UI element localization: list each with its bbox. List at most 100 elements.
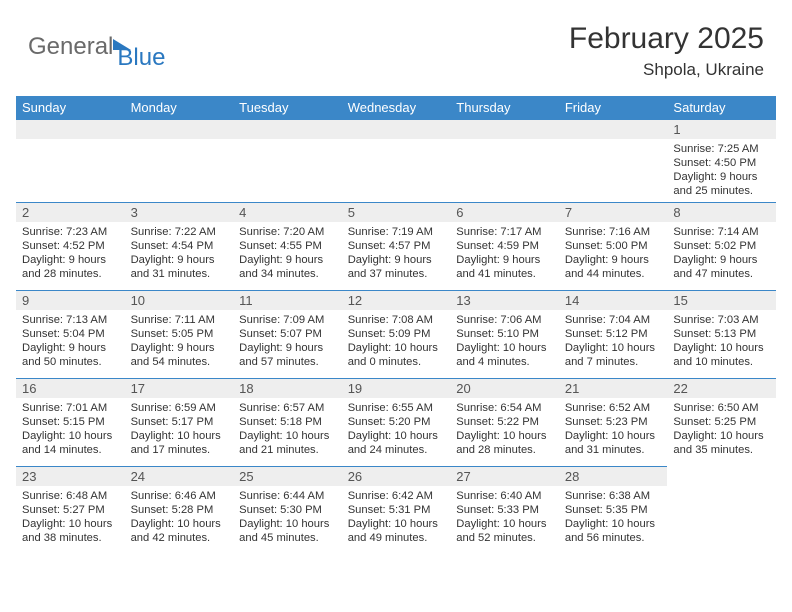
day-number [16, 120, 125, 139]
calendar-cell: 18Sunrise: 6:57 AMSunset: 5:18 PMDayligh… [233, 378, 342, 466]
calendar-cell: 10Sunrise: 7:11 AMSunset: 5:05 PMDayligh… [125, 290, 234, 378]
weekday-header: Tuesday [233, 96, 342, 119]
calendar-cell: 4Sunrise: 7:20 AMSunset: 4:55 PMDaylight… [233, 202, 342, 290]
weekday-header: Monday [125, 96, 234, 119]
day-detail: Sunrise: 7:14 AMSunset: 5:02 PMDaylight:… [667, 222, 776, 285]
logo-text-a: General [28, 33, 113, 61]
day-number: 19 [342, 379, 451, 398]
day-detail: Sunrise: 6:44 AMSunset: 5:30 PMDaylight:… [233, 486, 342, 549]
day-detail: Sunrise: 7:23 AMSunset: 4:52 PMDaylight:… [16, 222, 125, 285]
calendar-cell: 6Sunrise: 7:17 AMSunset: 4:59 PMDaylight… [450, 202, 559, 290]
calendar: SundayMondayTuesdayWednesdayThursdayFrid… [16, 96, 776, 554]
day-detail: Sunrise: 6:54 AMSunset: 5:22 PMDaylight:… [450, 398, 559, 461]
calendar-cell: 9Sunrise: 7:13 AMSunset: 5:04 PMDaylight… [16, 290, 125, 378]
day-detail: Sunrise: 6:40 AMSunset: 5:33 PMDaylight:… [450, 486, 559, 549]
calendar-cell: 20Sunrise: 6:54 AMSunset: 5:22 PMDayligh… [450, 378, 559, 466]
day-number: 9 [16, 291, 125, 310]
day-detail: Sunrise: 6:55 AMSunset: 5:20 PMDaylight:… [342, 398, 451, 461]
day-number: 3 [125, 203, 234, 222]
day-number: 21 [559, 379, 668, 398]
weekday-header: Sunday [16, 96, 125, 119]
day-number: 10 [125, 291, 234, 310]
day-detail: Sunrise: 7:06 AMSunset: 5:10 PMDaylight:… [450, 310, 559, 373]
title-block: February 2025 Shpola, Ukraine [569, 22, 764, 80]
day-number: 5 [342, 203, 451, 222]
day-number [125, 120, 234, 139]
day-number: 15 [667, 291, 776, 310]
day-number: 2 [16, 203, 125, 222]
day-detail: Sunrise: 7:20 AMSunset: 4:55 PMDaylight:… [233, 222, 342, 285]
day-detail: Sunrise: 6:42 AMSunset: 5:31 PMDaylight:… [342, 486, 451, 549]
day-number: 22 [667, 379, 776, 398]
day-detail: Sunrise: 7:04 AMSunset: 5:12 PMDaylight:… [559, 310, 668, 373]
weekday-header: Thursday [450, 96, 559, 119]
day-number: 18 [233, 379, 342, 398]
day-detail: Sunrise: 6:52 AMSunset: 5:23 PMDaylight:… [559, 398, 668, 461]
day-number: 12 [342, 291, 451, 310]
day-number: 1 [667, 120, 776, 139]
calendar-cell: 1Sunrise: 7:25 AMSunset: 4:50 PMDaylight… [667, 119, 776, 202]
weekday-header-row: SundayMondayTuesdayWednesdayThursdayFrid… [16, 96, 776, 119]
calendar-cell: 22Sunrise: 6:50 AMSunset: 5:25 PMDayligh… [667, 378, 776, 466]
month-title: February 2025 [569, 22, 764, 56]
day-detail: Sunrise: 7:09 AMSunset: 5:07 PMDaylight:… [233, 310, 342, 373]
day-detail: Sunrise: 7:08 AMSunset: 5:09 PMDaylight:… [342, 310, 451, 373]
calendar-cell: 27Sunrise: 6:40 AMSunset: 5:33 PMDayligh… [450, 466, 559, 554]
day-number [450, 120, 559, 139]
calendar-cell: 7Sunrise: 7:16 AMSunset: 5:00 PMDaylight… [559, 202, 668, 290]
day-detail: Sunrise: 6:38 AMSunset: 5:35 PMDaylight:… [559, 486, 668, 549]
day-detail: Sunrise: 7:01 AMSunset: 5:15 PMDaylight:… [16, 398, 125, 461]
day-detail: Sunrise: 7:19 AMSunset: 4:57 PMDaylight:… [342, 222, 451, 285]
calendar-grid: 1Sunrise: 7:25 AMSunset: 4:50 PMDaylight… [16, 119, 776, 554]
calendar-cell-empty [559, 119, 668, 202]
weekday-header: Wednesday [342, 96, 451, 119]
day-detail: Sunrise: 6:46 AMSunset: 5:28 PMDaylight:… [125, 486, 234, 549]
calendar-cell-empty [16, 119, 125, 202]
day-number: 28 [559, 467, 668, 486]
day-detail: Sunrise: 7:25 AMSunset: 4:50 PMDaylight:… [667, 139, 776, 202]
calendar-cell-empty [450, 119, 559, 202]
calendar-cell: 15Sunrise: 7:03 AMSunset: 5:13 PMDayligh… [667, 290, 776, 378]
calendar-cell: 21Sunrise: 6:52 AMSunset: 5:23 PMDayligh… [559, 378, 668, 466]
calendar-cell-empty [233, 119, 342, 202]
calendar-cell: 19Sunrise: 6:55 AMSunset: 5:20 PMDayligh… [342, 378, 451, 466]
day-number [233, 120, 342, 139]
calendar-cell: 16Sunrise: 7:01 AMSunset: 5:15 PMDayligh… [16, 378, 125, 466]
day-detail: Sunrise: 7:11 AMSunset: 5:05 PMDaylight:… [125, 310, 234, 373]
day-number: 20 [450, 379, 559, 398]
day-detail: Sunrise: 7:17 AMSunset: 4:59 PMDaylight:… [450, 222, 559, 285]
day-detail: Sunrise: 6:50 AMSunset: 5:25 PMDaylight:… [667, 398, 776, 461]
calendar-cell-empty [342, 119, 451, 202]
calendar-cell: 23Sunrise: 6:48 AMSunset: 5:27 PMDayligh… [16, 466, 125, 554]
day-detail: Sunrise: 6:59 AMSunset: 5:17 PMDaylight:… [125, 398, 234, 461]
day-detail: Sunrise: 6:48 AMSunset: 5:27 PMDaylight:… [16, 486, 125, 549]
day-number [342, 120, 451, 139]
day-number: 26 [342, 467, 451, 486]
calendar-cell: 8Sunrise: 7:14 AMSunset: 5:02 PMDaylight… [667, 202, 776, 290]
calendar-cell: 12Sunrise: 7:08 AMSunset: 5:09 PMDayligh… [342, 290, 451, 378]
calendar-cell: 11Sunrise: 7:09 AMSunset: 5:07 PMDayligh… [233, 290, 342, 378]
header: General Blue February 2025 Shpola, Ukrai… [0, 0, 792, 90]
calendar-cell: 3Sunrise: 7:22 AMSunset: 4:54 PMDaylight… [125, 202, 234, 290]
calendar-cell: 26Sunrise: 6:42 AMSunset: 5:31 PMDayligh… [342, 466, 451, 554]
weekday-header: Friday [559, 96, 668, 119]
day-number: 16 [16, 379, 125, 398]
location: Shpola, Ukraine [569, 60, 764, 80]
day-number: 4 [233, 203, 342, 222]
calendar-cell: 2Sunrise: 7:23 AMSunset: 4:52 PMDaylight… [16, 202, 125, 290]
day-number: 11 [233, 291, 342, 310]
day-number: 13 [450, 291, 559, 310]
day-number [559, 120, 668, 139]
day-number: 23 [16, 467, 125, 486]
weekday-header: Saturday [667, 96, 776, 119]
logo: General Blue [28, 22, 165, 72]
day-number: 14 [559, 291, 668, 310]
day-number: 17 [125, 379, 234, 398]
calendar-cell: 5Sunrise: 7:19 AMSunset: 4:57 PMDaylight… [342, 202, 451, 290]
day-number: 24 [125, 467, 234, 486]
day-detail: Sunrise: 7:03 AMSunset: 5:13 PMDaylight:… [667, 310, 776, 373]
calendar-cell: 24Sunrise: 6:46 AMSunset: 5:28 PMDayligh… [125, 466, 234, 554]
day-number: 25 [233, 467, 342, 486]
calendar-cell: 17Sunrise: 6:59 AMSunset: 5:17 PMDayligh… [125, 378, 234, 466]
calendar-cell: 28Sunrise: 6:38 AMSunset: 5:35 PMDayligh… [559, 466, 668, 554]
